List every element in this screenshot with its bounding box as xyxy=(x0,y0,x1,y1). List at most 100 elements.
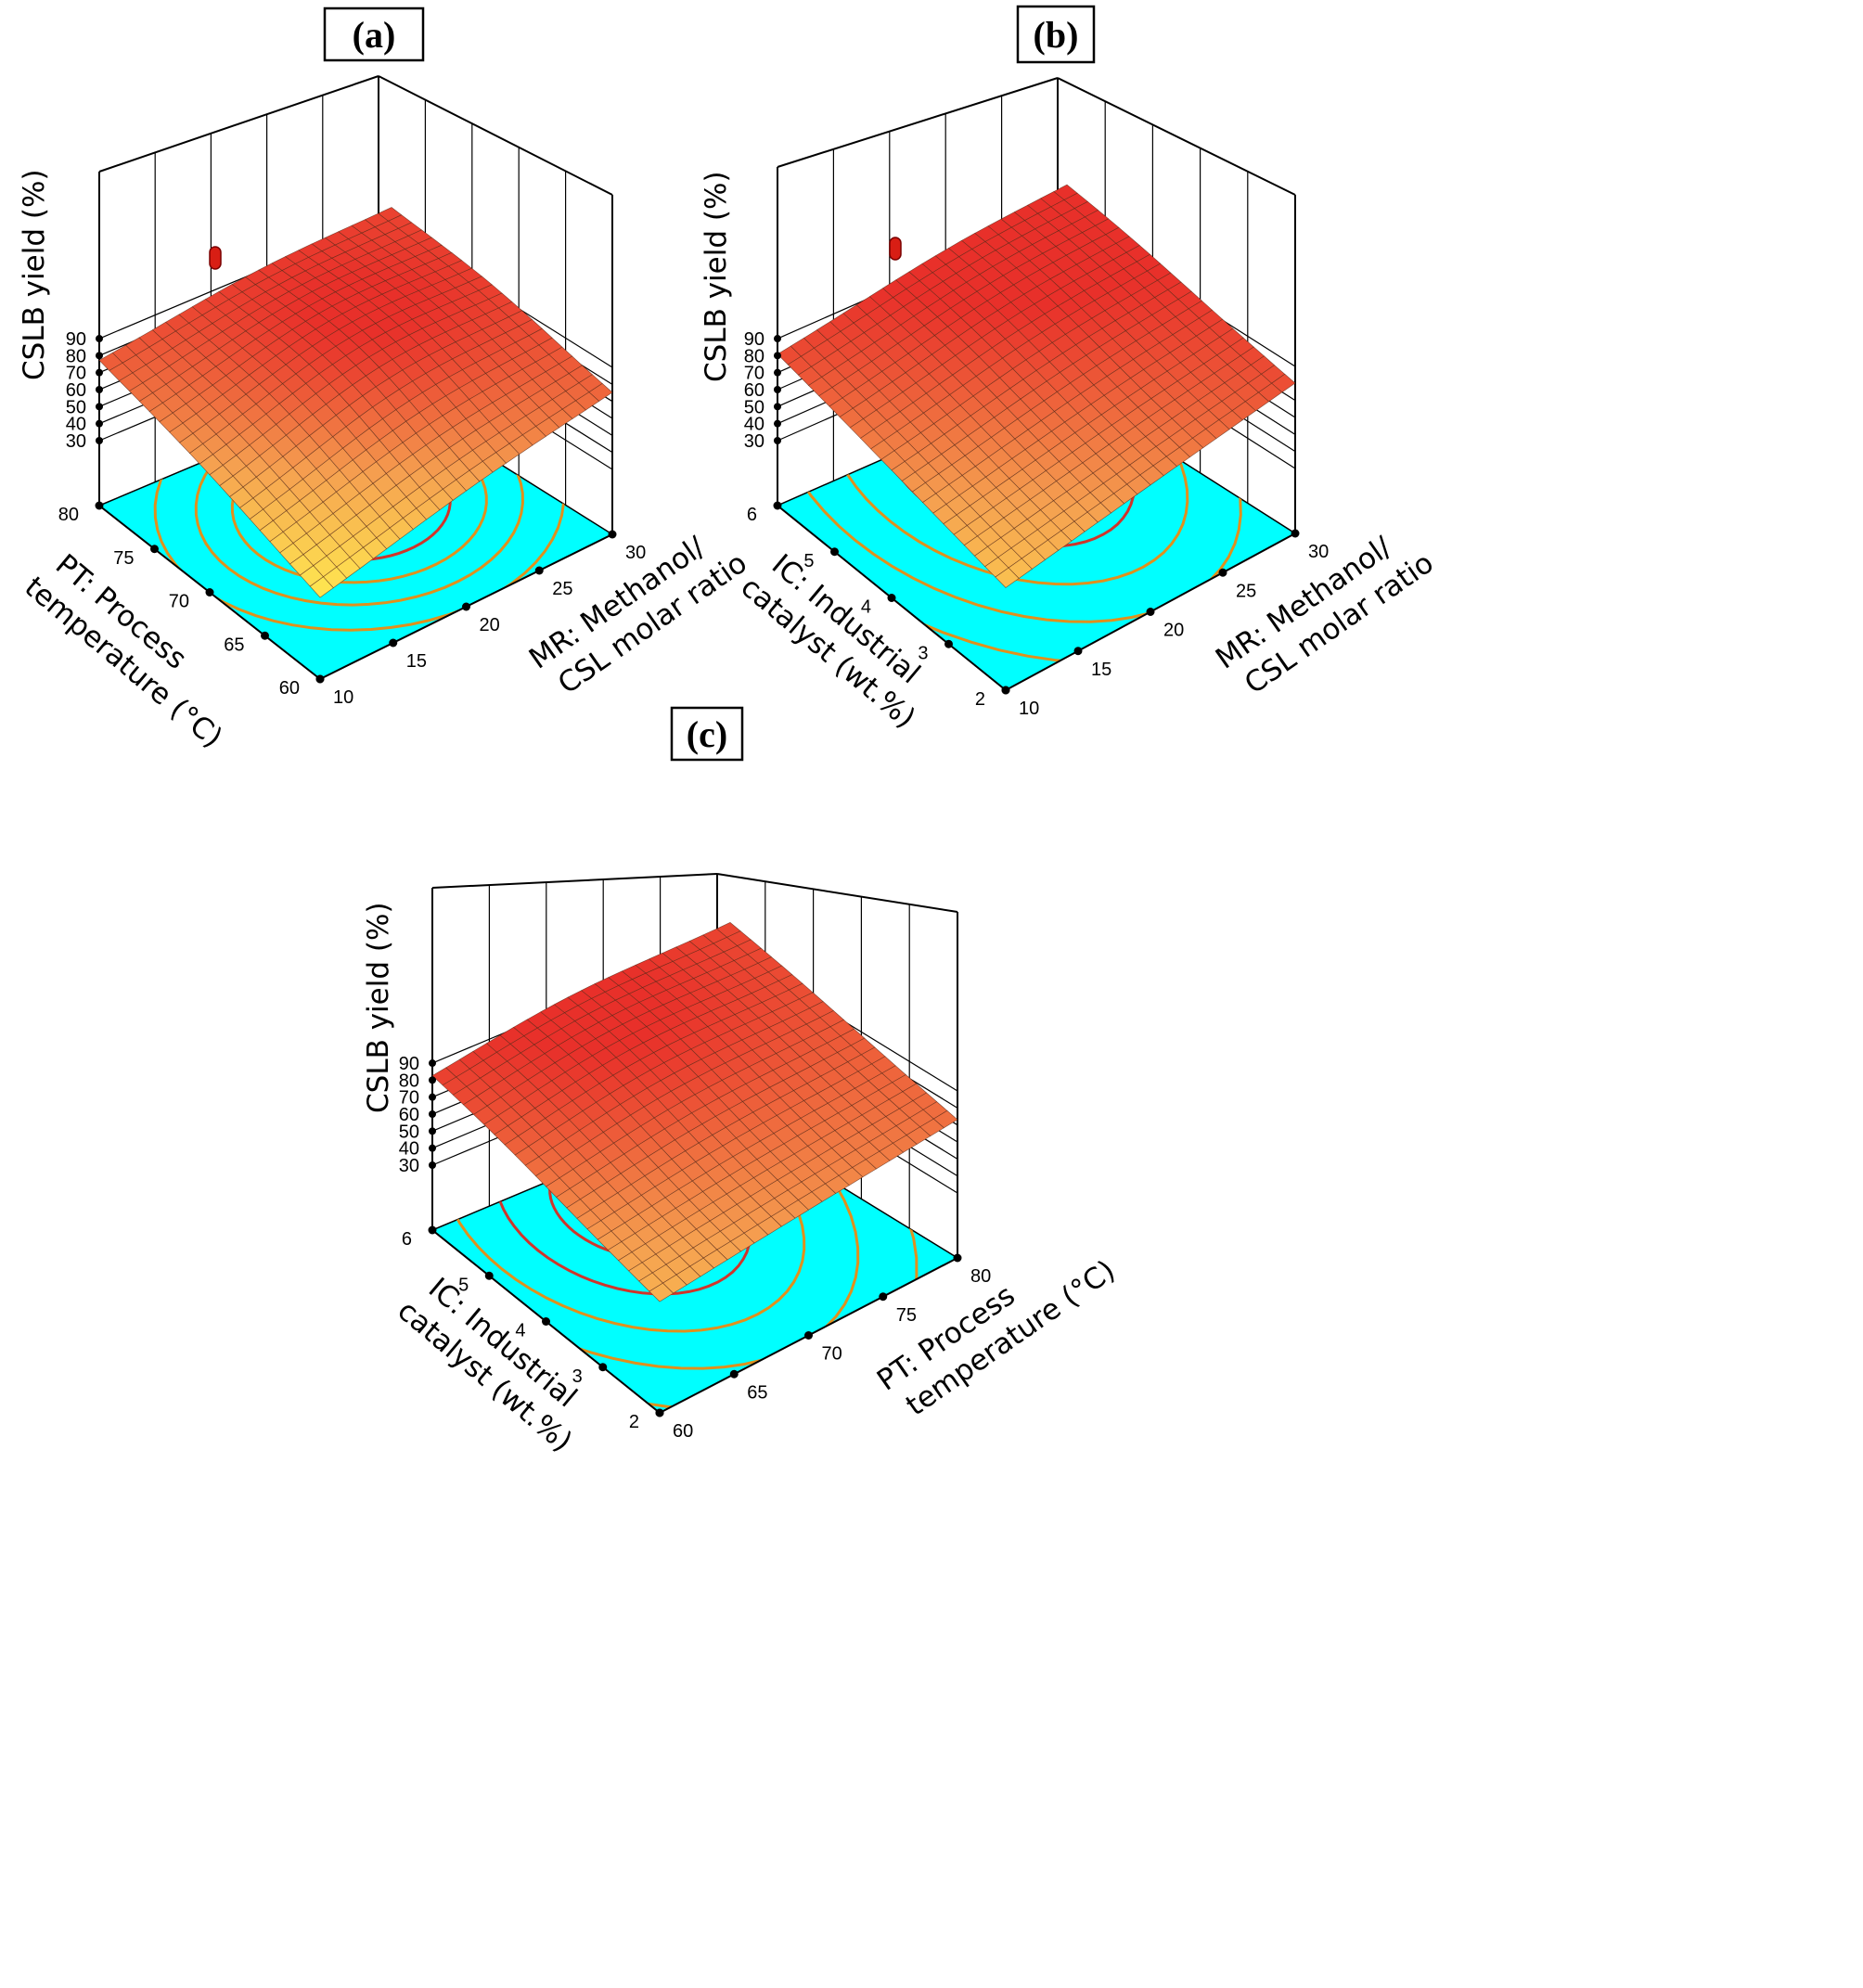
z-tick-mark xyxy=(96,352,103,360)
z-axis-title: CSLB yield (%) xyxy=(700,171,733,382)
left-axis-tick-mark xyxy=(150,545,159,554)
right-axis-tick-label: 65 xyxy=(747,1382,767,1403)
frame-top-left-edge xyxy=(777,77,1059,168)
response-surface xyxy=(777,184,1296,588)
z-tick-mark xyxy=(429,1110,436,1119)
z-tick-mark xyxy=(774,352,781,360)
z-axis-title: CSLB yield (%) xyxy=(18,169,51,380)
left-axis-tick-label: 65 xyxy=(224,635,244,655)
right-axis-tick-label: 30 xyxy=(1308,542,1329,562)
right-axis-tick-label: 75 xyxy=(896,1305,917,1326)
right-axis-tick-label: 10 xyxy=(1019,699,1039,719)
z-tick-mark xyxy=(774,386,781,394)
z-tick-label: 80 xyxy=(66,346,86,366)
right-axis-tick-label: 20 xyxy=(1163,621,1184,641)
z-tick-mark xyxy=(429,1059,436,1068)
z-tick-label: 90 xyxy=(66,329,86,350)
left-axis-tick-label: 80 xyxy=(58,505,79,525)
right-axis-tick-mark xyxy=(389,638,398,648)
right-axis-tick-mark xyxy=(1146,608,1155,616)
frame-top-right-edge xyxy=(378,75,613,196)
left-axis-tick-label: 70 xyxy=(169,592,189,612)
z-tick-mark xyxy=(774,437,781,444)
frame-top-left-edge xyxy=(431,873,718,889)
z-tick-mark xyxy=(774,403,781,411)
panel-label-box xyxy=(670,706,744,762)
z-tick-label: 60 xyxy=(399,1105,419,1125)
right-axis-tick-label: 15 xyxy=(406,651,427,672)
z-tick-label: 50 xyxy=(744,397,764,417)
z-tick-label: 70 xyxy=(399,1088,419,1109)
z-tick-mark xyxy=(429,1144,436,1152)
right-axis-tick-mark xyxy=(1001,686,1010,695)
z-tick-label: 40 xyxy=(66,415,86,435)
z-tick-mark xyxy=(96,386,103,394)
left-axis-tick-label: 6 xyxy=(402,1229,412,1250)
panel-label: (b) xyxy=(1034,14,1079,56)
left-axis-tick-label: 5 xyxy=(803,551,814,571)
right-axis-tick-label: 70 xyxy=(822,1344,842,1365)
left-axis-tick-mark xyxy=(773,501,782,510)
left-axis-tick-label: 60 xyxy=(279,678,300,699)
left-axis-tick-label: 2 xyxy=(975,689,985,710)
z-tick-mark xyxy=(429,1076,436,1084)
right-axis-tick-label: 25 xyxy=(552,579,572,599)
left-axis-tick-label: 3 xyxy=(918,643,928,663)
z-axis-title: CSLB yield (%) xyxy=(362,902,395,1113)
surface-cell xyxy=(309,576,334,598)
z-tick-label: 90 xyxy=(744,329,764,350)
z-tick-mark xyxy=(429,1127,436,1135)
z-tick-label: 50 xyxy=(66,397,86,417)
left-axis-tick-label: 5 xyxy=(458,1275,469,1295)
z-tick-mark xyxy=(429,1161,436,1169)
left-axis-tick-label: 6 xyxy=(747,505,757,525)
design-point-marker xyxy=(889,237,902,261)
panel-label: (c) xyxy=(687,713,727,755)
response-surface xyxy=(98,207,613,598)
left-axis-tick-mark xyxy=(830,547,839,557)
z-tick-label: 30 xyxy=(399,1156,419,1176)
z-tick-mark xyxy=(96,437,103,444)
frame-top-right-edge xyxy=(716,873,958,913)
right-axis-tick-mark xyxy=(1073,647,1083,656)
design-point-marker xyxy=(209,246,222,270)
z-tick-label: 40 xyxy=(744,415,764,435)
z-tick-label: 50 xyxy=(399,1122,419,1142)
z-tick-label: 80 xyxy=(399,1071,419,1091)
right-axis-tick-mark xyxy=(953,1253,962,1263)
right-axis-tick-label: 25 xyxy=(1236,581,1256,601)
z-tick-mark xyxy=(774,419,781,428)
panel-label-box xyxy=(1016,5,1096,64)
right-axis-tick-mark xyxy=(1218,568,1227,577)
right-axis-tick-mark xyxy=(462,602,470,611)
left-axis-tick-mark xyxy=(261,631,269,640)
z-tick-mark xyxy=(774,368,781,377)
panel-label-box xyxy=(323,6,425,62)
right-axis-tick-label: 80 xyxy=(970,1266,991,1287)
surface-cell xyxy=(649,1282,675,1302)
left-axis-tick-label: 2 xyxy=(629,1412,639,1432)
left-axis-tick-label: 4 xyxy=(861,597,871,618)
z-tick-mark xyxy=(96,419,103,428)
left-axis-tick-mark xyxy=(428,1225,437,1235)
z-tick-label: 30 xyxy=(744,431,764,452)
z-tick-label: 30 xyxy=(66,431,86,452)
right-axis-tick-mark xyxy=(729,1369,739,1379)
z-tick-label: 70 xyxy=(744,364,764,384)
left-axis-tick-label: 4 xyxy=(515,1321,525,1341)
z-tick-mark xyxy=(96,335,103,343)
surface-cell xyxy=(995,567,1020,588)
left-axis-tick-mark xyxy=(598,1363,608,1372)
right-axis-tick-label: 20 xyxy=(480,615,500,635)
right-axis-tick-mark xyxy=(655,1408,664,1417)
right-axis-tick-mark xyxy=(608,530,617,539)
frame-top-right-edge xyxy=(1057,77,1296,196)
z-tick-mark xyxy=(96,403,103,411)
z-tick-label: 70 xyxy=(66,364,86,384)
left-axis-tick-mark xyxy=(95,501,104,510)
z-tick-mark xyxy=(96,368,103,377)
z-tick-mark xyxy=(429,1093,436,1101)
frame-top-left-edge xyxy=(98,75,379,173)
